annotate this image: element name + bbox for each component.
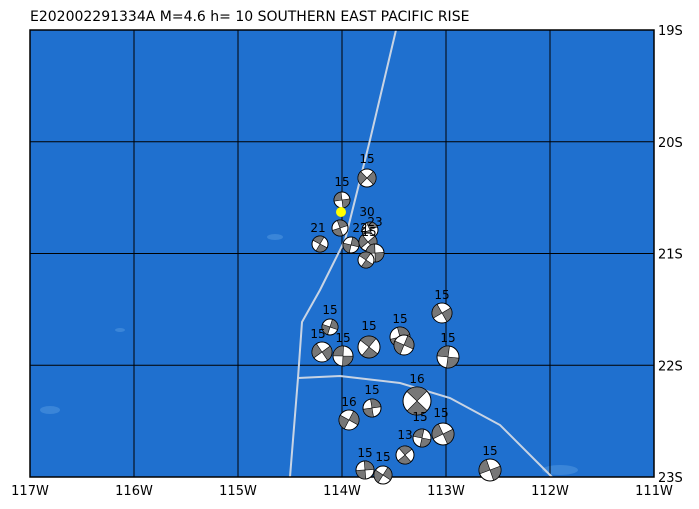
compression-quadrant — [393, 335, 415, 355]
lon-label: 114W — [323, 484, 361, 499]
focal-mechanism — [357, 335, 381, 359]
compression-quadrant — [321, 319, 339, 335]
lat-label: 20S — [658, 136, 683, 151]
focal-mechanism — [321, 318, 339, 336]
depth-label: 15 — [361, 225, 376, 239]
depth-label: 23 — [367, 215, 382, 229]
depth-label: 15 — [412, 410, 427, 424]
depth-label: 15 — [482, 444, 497, 458]
focal-mechanism — [331, 219, 349, 237]
depth-label: 16 — [409, 372, 424, 386]
lon-label: 116W — [115, 484, 153, 499]
focal-mechanism — [332, 345, 354, 367]
lat-label: 19S — [658, 24, 683, 39]
focal-mechanism — [395, 445, 415, 465]
compression-quadrant — [478, 459, 502, 481]
compression-quadrant — [342, 236, 360, 254]
depth-label: 15 — [310, 327, 325, 341]
compression-quadrant — [355, 460, 375, 480]
depth-label: 21 — [310, 221, 325, 235]
depth-label: 15 — [361, 319, 376, 333]
focal-mechanism — [333, 191, 351, 209]
compression-quadrant — [338, 410, 360, 430]
compression-quadrant — [406, 386, 428, 416]
compression-quadrant — [397, 445, 413, 465]
compression-quadrant — [431, 423, 455, 445]
map-title: E202002291334A M=4.6 h= 10 SOUTHERN EAST… — [30, 9, 469, 25]
lon-label: 112W — [531, 484, 569, 499]
compression-quadrant — [311, 343, 333, 361]
depth-label: 15 — [375, 450, 390, 464]
compression-quadrant — [362, 398, 382, 418]
depth-label: 15 — [440, 331, 455, 345]
focal-mechanism — [355, 460, 375, 480]
lat-label: 21S — [658, 248, 683, 263]
depth-label: 15 — [392, 312, 407, 326]
depth-label: 15 — [357, 446, 372, 460]
depth-label: 15 — [433, 406, 448, 420]
focal-mechanism — [431, 302, 453, 324]
focal-mechanism — [311, 341, 333, 363]
depth-label: 15 — [434, 288, 449, 302]
focal-mechanism — [478, 458, 502, 482]
compression-quadrant — [436, 345, 460, 369]
lon-label: 117W — [11, 484, 49, 499]
compression-quadrant — [412, 428, 432, 448]
frame — [29, 29, 655, 478]
focal-mechanism — [436, 345, 460, 369]
focal-mechanism — [311, 235, 329, 253]
focal-mechanism — [362, 398, 382, 418]
compression-quadrant — [312, 235, 328, 253]
focal-mechanism — [393, 334, 415, 356]
lat-label: 23S — [658, 471, 683, 486]
focal-mechanism — [402, 386, 432, 416]
depth-label: 15 — [364, 383, 379, 397]
focal-mechanism — [357, 251, 375, 269]
depth-label: 22 — [352, 221, 367, 235]
depth-label: 15 — [334, 175, 349, 189]
events — [311, 168, 502, 485]
compression-quadrant — [332, 345, 354, 367]
focal-mechanism — [431, 422, 455, 446]
depth-label: 13 — [397, 428, 412, 442]
depth-label: 15 — [322, 303, 337, 317]
depth-label: 15 — [359, 152, 374, 166]
compression-quadrant — [357, 171, 377, 185]
lon-label: 113W — [427, 484, 465, 499]
depth-label: 30 — [359, 205, 374, 219]
compression-quadrant — [431, 303, 453, 323]
lat-label: 22S — [658, 359, 683, 374]
depth-label: 15 — [335, 331, 350, 345]
epicenter — [336, 207, 346, 217]
lon-label: 115W — [219, 484, 257, 499]
focal-mechanism — [412, 428, 432, 448]
focal-mechanism — [342, 236, 360, 254]
focal-mechanism — [338, 409, 360, 431]
compression-quadrant — [332, 219, 348, 237]
bathymetry — [40, 234, 578, 475]
compression-quadrant — [373, 466, 393, 484]
focal-mechanism — [373, 465, 393, 485]
depth-label: 16 — [341, 395, 356, 409]
focal-mechanism — [357, 168, 377, 188]
lon-label: 111W — [635, 484, 673, 499]
compression-quadrant — [358, 251, 374, 269]
compression-quadrant — [359, 335, 379, 359]
